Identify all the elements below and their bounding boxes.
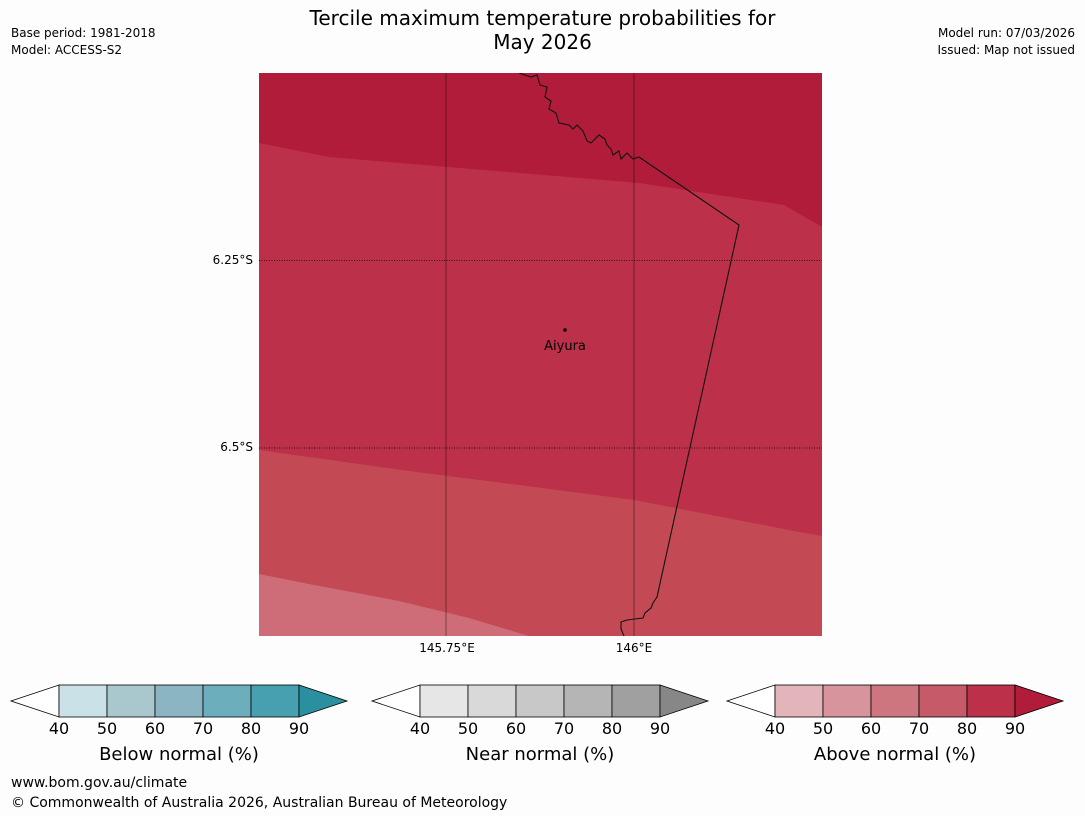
colorbar-near-low-extend: [371, 684, 421, 718]
colorbar-above-swatch-80: [966, 684, 1016, 718]
colorbar-above-tick-50: 50: [812, 719, 834, 738]
colorbar-below-swatch-70: [202, 684, 252, 718]
colorbar-below-tick-80: 80: [240, 719, 262, 738]
colorbar-near-swatch-40: [419, 684, 469, 718]
colorbar-near-swatch-80: [611, 684, 661, 718]
colorbar-near-swatch-50: [467, 684, 517, 718]
meta-left: Base period: 1981-2018 Model: ACCESS-S2: [11, 25, 156, 59]
colorbar-below: 40 50 60 70 80 90 Below normal (%): [10, 684, 350, 765]
colorbar-near-swatch-60: [515, 684, 565, 718]
model-run: Model run: 07/03/2026: [937, 26, 1075, 40]
colorbar-above-swatches: [726, 684, 1065, 718]
colorbar-above-tick-40: 40: [764, 719, 786, 738]
colorbar-below-swatch-40: [58, 684, 108, 718]
province-boundary: [518, 73, 740, 636]
colorbar-near-tick-90: 90: [649, 719, 671, 738]
map-title: Tercile maximum temperature probabilitie…: [0, 6, 1085, 54]
aiyura-marker: [563, 328, 567, 332]
colorbar-above-swatch-60: [870, 684, 920, 718]
lat-label-6-5: 6.5°S: [220, 440, 253, 454]
colorbar-below-tick-90: 90: [288, 719, 310, 738]
probability-map: Aiyura: [259, 73, 822, 636]
colorbar-above-label: Above normal (%): [813, 744, 977, 765]
colorbar-near-label: Near normal (%): [465, 744, 615, 765]
issued-status: Issued: Map not issued: [937, 43, 1075, 57]
title-line-1: Tercile maximum temperature probabilitie…: [309, 6, 776, 30]
bom-link[interactable]: www.bom.gov.au/climate: [11, 775, 188, 791]
title-line-2: May 2026: [493, 30, 592, 54]
colorbar-above-tick-60: 60: [860, 719, 882, 738]
colorbar-above-swatch-50: [822, 684, 872, 718]
colorbar-below-tick-40: 40: [48, 719, 70, 738]
colorbar-near-high-extend: [659, 684, 710, 718]
colorbar-near-swatches: [371, 684, 710, 718]
colorbar-above-tick-80: 80: [956, 719, 978, 738]
colorbar-near-tick-50: 50: [457, 719, 479, 738]
colorbar-near: 40 50 60 70 80 90 Near normal (%): [371, 684, 711, 765]
colorbar-above: 40 50 60 70 80 90 Above normal (%): [726, 684, 1066, 765]
band-50-60: [259, 574, 529, 636]
colorbar-near-tick-40: 40: [409, 719, 431, 738]
colorbar-below-tick-60: 60: [144, 719, 166, 738]
lat-label-6-25: 6.25°S: [212, 253, 253, 267]
band-60-70: [259, 450, 822, 636]
colorbar-below-swatch-80: [250, 684, 300, 718]
colorbar-above-tick-90: 90: [1004, 719, 1026, 738]
lon-label-146: 146°E: [615, 641, 653, 655]
colorbar-above-tick-70: 70: [908, 719, 930, 738]
model-name: Model: ACCESS-S2: [11, 43, 123, 57]
colorbar-below-tick-50: 50: [96, 719, 118, 738]
colorbar-below-label: Below normal (%): [99, 744, 259, 765]
colorbar-above-high-extend: [1014, 684, 1065, 718]
aiyura-label: Aiyura: [544, 339, 586, 354]
colorbar-near-tick-70: 70: [553, 719, 575, 738]
lon-label-145-75: 145.75°E: [419, 641, 475, 655]
colorbar-below-low-extend: [10, 684, 60, 718]
colorbar-near-tick-80: 80: [601, 719, 623, 738]
copyright: © Commonwealth of Australia 2026, Austra…: [11, 795, 508, 811]
colorbar-above-swatch-40: [774, 684, 824, 718]
colorbar-below-tick-70: 70: [192, 719, 214, 738]
colorbar-below-swatch-60: [154, 684, 204, 718]
base-period: Base period: 1981-2018: [11, 26, 156, 40]
colorbar-above-swatch-70: [918, 684, 968, 718]
colorbar-below-swatches: [10, 684, 349, 718]
colorbar-near-tick-60: 60: [505, 719, 527, 738]
meta-right: Model run: 07/03/2026 Issued: Map not is…: [937, 25, 1075, 59]
colorbar-below-high-extend: [298, 684, 349, 718]
colorbar-near-swatch-70: [563, 684, 613, 718]
colorbar-below-swatch-50: [106, 684, 156, 718]
colorbar-above-low-extend: [726, 684, 776, 718]
